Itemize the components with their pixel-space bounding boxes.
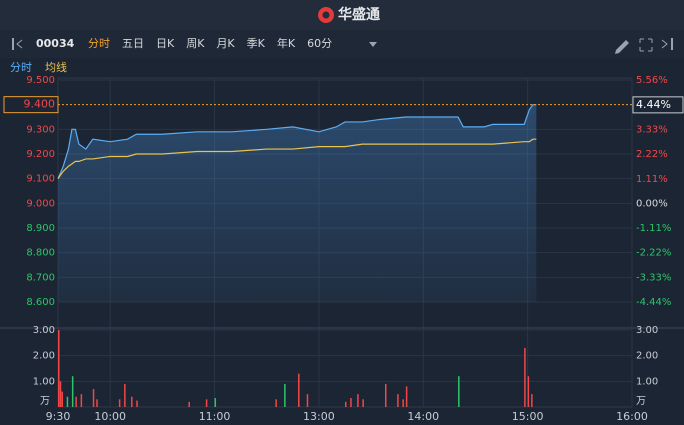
y-tick-label: 9.500 [26,75,55,86]
area [58,104,537,303]
volume-bar [458,376,460,407]
y2-tick-label: 1.11% [636,174,668,185]
symbol: 00034 [36,37,75,50]
y-tick-label: 8.700 [26,272,55,283]
volume-bar [214,398,217,407]
tab[interactable]: 60分 [307,37,332,50]
x-tick-label: 9:30 [46,410,71,423]
series-line [57,138,537,180]
y-tick-label: 8.600 [26,297,55,308]
y-tick-label: 8.900 [26,223,55,234]
volume-bar [80,394,83,407]
y-tick-label: 2.00 [636,351,658,362]
unit-label: 万 [40,396,50,407]
volume-bar [75,396,77,407]
volume-bar [362,399,364,407]
edit-icon[interactable] [615,40,629,54]
y-tick-label: 9.200 [26,149,55,160]
volume-bar [71,376,74,407]
volume-bar [92,389,95,407]
logo: 华盛通 [338,6,380,23]
y2-tick-label: 2.22% [636,149,668,160]
header-bar [0,0,684,30]
tab[interactable]: 日K [156,37,175,50]
volume-bar [385,383,387,407]
volume-bar [124,383,126,407]
tab[interactable]: 月K [216,37,235,50]
tab[interactable]: 年K [277,36,296,50]
volume-bar [357,394,359,407]
change-box [632,96,684,114]
y-tick-label: 9.000 [26,198,55,209]
dropdown-arrow[interactable] [369,42,377,47]
series-line [57,104,537,179]
y2-tick-label: -3.33% [636,272,671,283]
fullscreen-icon[interactable] [639,38,653,52]
y2-tick-label: 5.56% [636,75,668,86]
current-change: 4.44% [636,98,671,111]
y-tick-label: 2.00 [33,351,55,362]
y2-tick-label: -2.22% [636,248,671,259]
volume-bar [59,381,62,407]
volume-bar [284,383,286,407]
x-tick-label: 13:00 [303,410,335,423]
volume-bar [61,391,63,407]
x-tick-label: 15:00 [512,410,544,423]
volume-bar [402,399,404,407]
y-tick-label: 3.00 [33,325,55,336]
volume-bar [527,376,530,407]
legend-item: 均线 [45,60,67,74]
volume-bar [397,394,399,407]
volume-bar [118,399,121,407]
volume-bar [66,396,69,407]
logo-icon [318,7,334,23]
volume-bar [524,347,526,407]
volume-bar [188,401,190,407]
tab[interactable]: 季K [247,37,266,50]
volume-bar [298,373,300,407]
volume-bar [531,394,533,407]
price-box [3,96,59,114]
y-tick-label: 1.00 [636,376,658,387]
volume-bar [136,400,138,407]
x-tick-label: 10:00 [94,410,126,423]
y-tick-label: 9.100 [26,174,55,185]
volume-bar [275,399,277,407]
legend-item: 分时 [10,61,32,74]
tab[interactable]: 五日 [122,37,144,50]
tab[interactable]: 周K [186,37,205,50]
x-tick-label: 16:00 [616,410,648,423]
tab[interactable]: 分时 [88,37,110,50]
y2-tick-label: -4.44% [636,297,671,308]
y-tick-label: 9.300 [26,124,55,135]
toolbar [0,30,684,58]
x-tick-label: 11:00 [199,410,231,423]
volume-bar [405,386,408,407]
volume-bar [96,399,98,407]
volume-bar [131,396,133,407]
volume-bar [58,330,60,407]
y-tick-label: 8.800 [26,248,55,259]
y-tick-label: 3.00 [636,325,658,336]
y2-tick-label: 0.00% [636,198,668,209]
current-price: 9.400 [24,98,56,111]
volume-bar [350,398,352,407]
volume-bar [205,399,208,407]
collapse-icon[interactable] [661,38,673,50]
y-tick-label: 1.00 [33,376,55,387]
panel-toggle[interactable] [12,38,23,50]
x-tick-label: 14:00 [407,410,439,423]
volume-bar [345,401,347,407]
y2-tick-label: -1.11% [636,223,671,234]
volume-bar [306,394,309,407]
y2-tick-label: 3.33% [636,125,668,136]
unit-label: 万 [636,396,646,407]
